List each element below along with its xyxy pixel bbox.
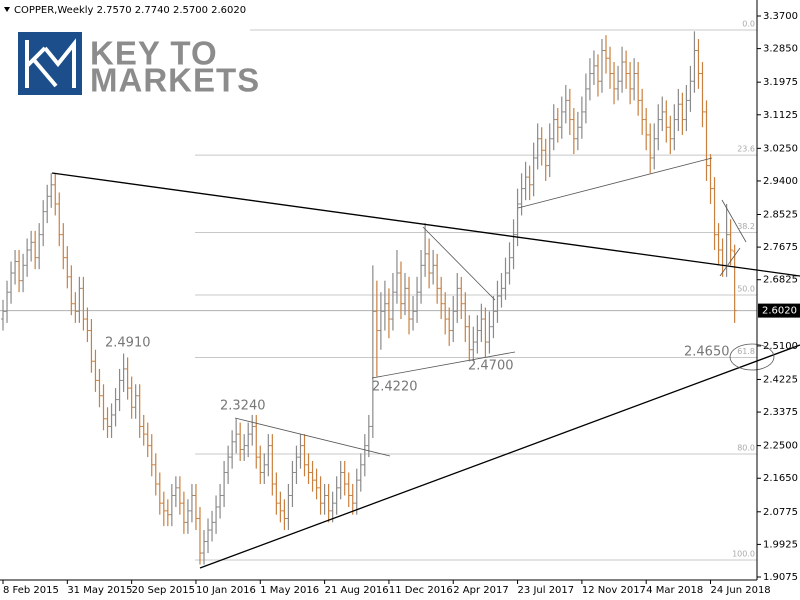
chart-title: COPPER,Weekly 2.7570 2.7740 2.5700 2.602… (14, 5, 246, 16)
fib-label: 80.0 (737, 444, 755, 453)
level-circle (729, 343, 775, 371)
fib-label: 100.0 (732, 550, 755, 559)
x-tick-label: 10 Jan 2016 (196, 585, 256, 596)
y-tick-label: 3.0250 (763, 143, 798, 154)
x-tick-label: 1 May 2016 (260, 585, 319, 596)
y-tick-label: 2.4225 (763, 374, 798, 385)
trend-line (719, 247, 741, 277)
x-tick-label: 8 Feb 2015 (3, 585, 59, 596)
x-tick-label: 20 Sep 2015 (132, 585, 195, 596)
price-annotation: 2.3240 (220, 399, 266, 414)
x-tick-label: 31 May 2015 (67, 585, 132, 596)
trend-line (721, 199, 747, 243)
y-tick-label: 2.5100 (763, 341, 798, 352)
trend-line (371, 351, 516, 379)
bars-layer (1, 31, 737, 565)
fib-label: 23.6 (737, 145, 755, 154)
logo-text: MARKETS (90, 62, 260, 99)
trend-line (199, 344, 800, 569)
y-tick-label: 2.6825 (763, 275, 798, 286)
y-tick-label: 2.3375 (763, 407, 798, 418)
y-tick-label: 1.9925 (763, 539, 798, 550)
price-label: 2.6020 (762, 306, 797, 317)
logo-glyph (25, 38, 76, 88)
x-tick-label: 12 Nov 2017 (582, 585, 646, 596)
price-box (758, 303, 800, 318)
y-tick-label: 2.8525 (763, 210, 798, 221)
trend-line (51, 172, 800, 277)
x-tick-label: 2 Apr 2017 (453, 585, 508, 596)
price-annotation: 2.4220 (372, 380, 418, 395)
y-tick-label: 2.0775 (763, 507, 798, 518)
y-tick-label: 2.1650 (763, 473, 798, 484)
menu-arrow (4, 7, 10, 12)
y-tick-label: 2.9400 (763, 176, 798, 187)
y-tick-label: 2.7675 (763, 242, 798, 253)
x-tick-label: 24 Jun 2018 (711, 585, 771, 596)
logo-text: KEY TO (90, 35, 218, 72)
price-annotation: 2.4650 (684, 345, 730, 360)
x-tick-label: 21 Aug 2016 (325, 585, 389, 596)
trend-line (422, 226, 496, 301)
fib-label: 38.2 (737, 222, 755, 231)
y-tick-label: 3.1975 (763, 77, 798, 88)
price-annotation: 2.4910 (105, 336, 151, 351)
trend-line (234, 417, 391, 457)
fib-layer: 0.0 23.6 38.2 50.0 61.8 80.0 100.0 (0, 20, 757, 561)
fib-label: 61.8 (737, 347, 755, 356)
trend-line (517, 157, 713, 209)
price-annotation: 2.4700 (468, 359, 514, 374)
x-tick-label: 4 Mar 2018 (646, 585, 703, 596)
y-tick-label: 1.9075 (763, 572, 798, 583)
y-tick-label: 3.2850 (763, 44, 798, 55)
y-tick-label: 3.3700 (763, 11, 798, 22)
x-tick-label: 11 Dec 2016 (389, 585, 453, 596)
y-tick-label: 3.1125 (763, 110, 798, 121)
fib-label: 50.0 (737, 285, 755, 294)
y-tick-label: 2.2500 (763, 441, 798, 452)
fib-label: 0.0 (742, 20, 755, 29)
x-tick-label: 23 Jul 2017 (518, 585, 575, 596)
